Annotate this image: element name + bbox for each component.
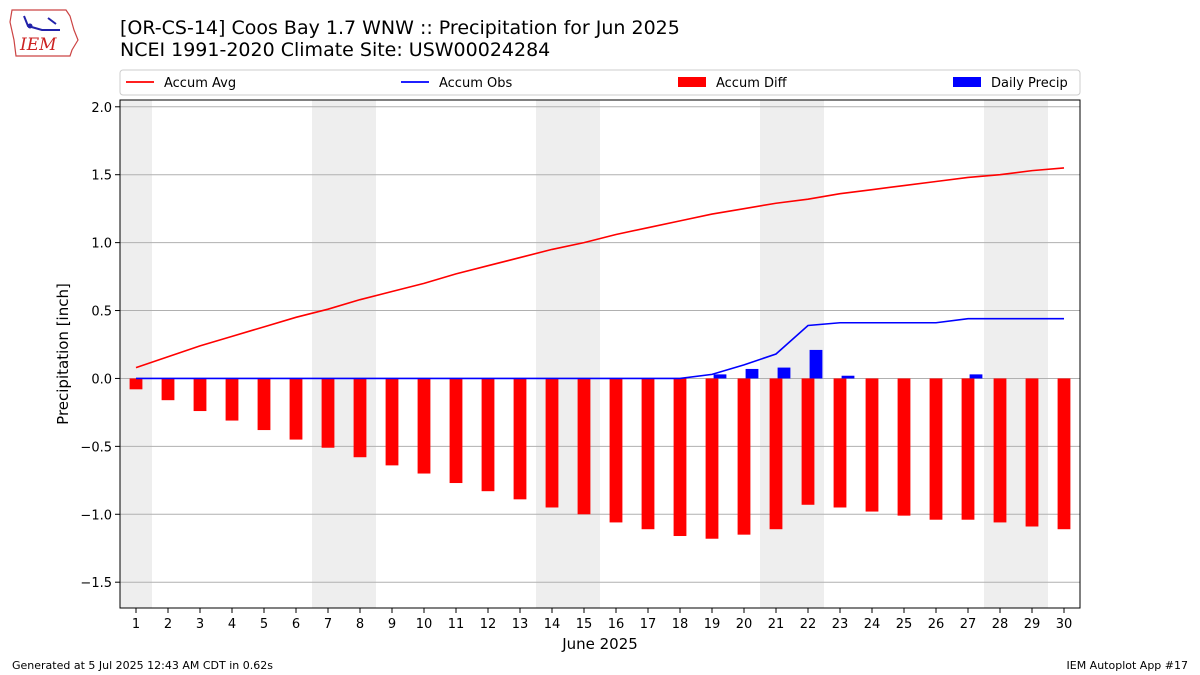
x-tick-label-17: 17 xyxy=(640,617,657,632)
accum-diff-bar-17 xyxy=(641,378,655,530)
legend-box xyxy=(119,69,1081,96)
x-tick-label-22: 22 xyxy=(800,617,817,632)
y-tick-label-3: −0.5 xyxy=(80,440,112,455)
y-tick-label-5: 0.5 xyxy=(91,305,112,320)
x-tick-label-18: 18 xyxy=(672,617,689,632)
daily-precip-bar-21 xyxy=(777,367,791,379)
daily-precip-bar-19 xyxy=(713,374,727,379)
daily-precip-bar-23 xyxy=(841,375,855,379)
daily-precip-bar-27 xyxy=(969,374,983,379)
legend-label-accum-avg: Accum Avg xyxy=(164,76,236,91)
x-tick-label-29: 29 xyxy=(1024,617,1041,632)
x-tick-label-3: 3 xyxy=(196,617,204,632)
x-axis-label: June 2025 xyxy=(561,635,638,653)
app-credit: IEM Autoplot App #17 xyxy=(1066,659,1189,672)
y-tick-label-4: 0.0 xyxy=(91,372,112,387)
accum-diff-bar-19 xyxy=(705,378,719,539)
x-tick-label-26: 26 xyxy=(928,617,945,632)
accum-diff-bar-30 xyxy=(1057,378,1071,530)
x-tick-label-24: 24 xyxy=(864,617,881,632)
title-line-1: [OR-CS-14] Coos Bay 1.7 WNW :: Precipita… xyxy=(120,17,680,39)
x-tick-label-19: 19 xyxy=(704,617,721,632)
y-tick-label-2: −1.0 xyxy=(80,508,112,523)
accum-diff-bar-18 xyxy=(673,378,687,537)
accum-diff-bar-14 xyxy=(545,378,559,508)
daily-precip-bar-20 xyxy=(745,368,759,379)
accum-diff-bar-7 xyxy=(321,378,335,448)
accum-avg-line xyxy=(135,167,1065,369)
x-tick-label-14: 14 xyxy=(544,617,561,632)
x-tick-label-13: 13 xyxy=(512,617,529,632)
y-tick-label-1: −1.5 xyxy=(80,576,112,591)
accum-diff-bar-26 xyxy=(929,378,943,520)
accum-diff-bar-3 xyxy=(193,378,207,412)
accum-diff-bar-22 xyxy=(801,378,815,505)
accum-diff-bar-9 xyxy=(385,378,399,466)
x-tick-label-20: 20 xyxy=(736,617,753,632)
x-tick-label-21: 21 xyxy=(768,617,785,632)
x-tick-label-6: 6 xyxy=(292,617,300,632)
accum-diff-bar-4 xyxy=(225,378,239,421)
accum-diff-bar-1 xyxy=(129,378,143,390)
x-tick-label-1: 1 xyxy=(132,617,140,632)
accum-diff-bar-27 xyxy=(961,378,975,520)
x-tick-label-10: 10 xyxy=(416,617,433,632)
y-axis-label: Precipitation [inch] xyxy=(54,283,72,425)
weekend-shade-5 xyxy=(984,100,1048,608)
x-tick-label-8: 8 xyxy=(356,617,364,632)
accum-diff-bar-11 xyxy=(449,378,463,484)
accum-diff-bar-12 xyxy=(481,378,495,492)
x-tick-label-23: 23 xyxy=(832,617,849,632)
iem-logo: IEM xyxy=(8,6,82,64)
x-tick-label-27: 27 xyxy=(960,617,977,632)
legend-label-accum-diff: Accum Diff xyxy=(716,76,788,91)
x-tick-label-28: 28 xyxy=(992,617,1009,632)
x-tick-label-12: 12 xyxy=(480,617,497,632)
accum-diff-bar-20 xyxy=(737,378,751,535)
accum-diff-bar-28 xyxy=(993,378,1007,523)
x-tick-label-5: 5 xyxy=(260,617,268,632)
accum-diff-bar-23 xyxy=(833,378,847,508)
logo-text: IEM xyxy=(19,35,57,55)
accum-obs-line xyxy=(136,317,1064,380)
accum-diff-bar-29 xyxy=(1025,378,1039,527)
plot-frame xyxy=(119,99,1081,609)
x-tick-label-11: 11 xyxy=(448,617,465,632)
weekend-shade-2 xyxy=(312,100,376,608)
accum-diff-bar-2 xyxy=(161,378,175,401)
x-tick-label-30: 30 xyxy=(1056,617,1073,632)
x-tick-label-7: 7 xyxy=(324,617,332,632)
accum-diff-bar-15 xyxy=(577,378,591,515)
y-tick-label-6: 1.0 xyxy=(91,237,112,252)
legend-swatch-accum-diff xyxy=(678,77,706,87)
daily-precip-bar-22 xyxy=(809,349,823,379)
accum-diff-bar-21 xyxy=(769,378,783,530)
x-tick-label-16: 16 xyxy=(608,617,625,632)
accum-diff-bar-13 xyxy=(513,378,527,500)
x-tick-label-4: 4 xyxy=(228,617,236,632)
legend-label-daily-precip: Daily Precip xyxy=(991,76,1068,91)
weekend-shade-1 xyxy=(120,100,152,608)
accum-diff-bar-25 xyxy=(897,378,911,516)
x-tick-label-15: 15 xyxy=(576,617,593,632)
accum-diff-bar-8 xyxy=(353,378,367,458)
legend-label-accum-obs: Accum Obs xyxy=(439,76,512,91)
accum-diff-bar-5 xyxy=(257,378,271,431)
y-tick-label-7: 1.5 xyxy=(91,169,112,184)
accum-diff-bar-16 xyxy=(609,378,623,523)
x-tick-label-9: 9 xyxy=(388,617,396,632)
x-tick-label-25: 25 xyxy=(896,617,913,632)
y-tick-label-8: 2.0 xyxy=(91,101,112,116)
accum-diff-bar-24 xyxy=(865,378,879,512)
x-tick-label-2: 2 xyxy=(164,617,172,632)
weekend-shade-3 xyxy=(536,100,600,608)
legend-swatch-daily-precip xyxy=(953,77,981,87)
generated-timestamp: Generated at 5 Jul 2025 12:43 AM CDT in … xyxy=(12,659,273,672)
title-line-2: NCEI 1991-2020 Climate Site: USW00024284 xyxy=(120,39,551,61)
accum-diff-bar-6 xyxy=(289,378,303,440)
chart-title: [OR-CS-14] Coos Bay 1.7 WNW :: Precipita… xyxy=(120,17,680,61)
accum-diff-bar-10 xyxy=(417,378,431,474)
